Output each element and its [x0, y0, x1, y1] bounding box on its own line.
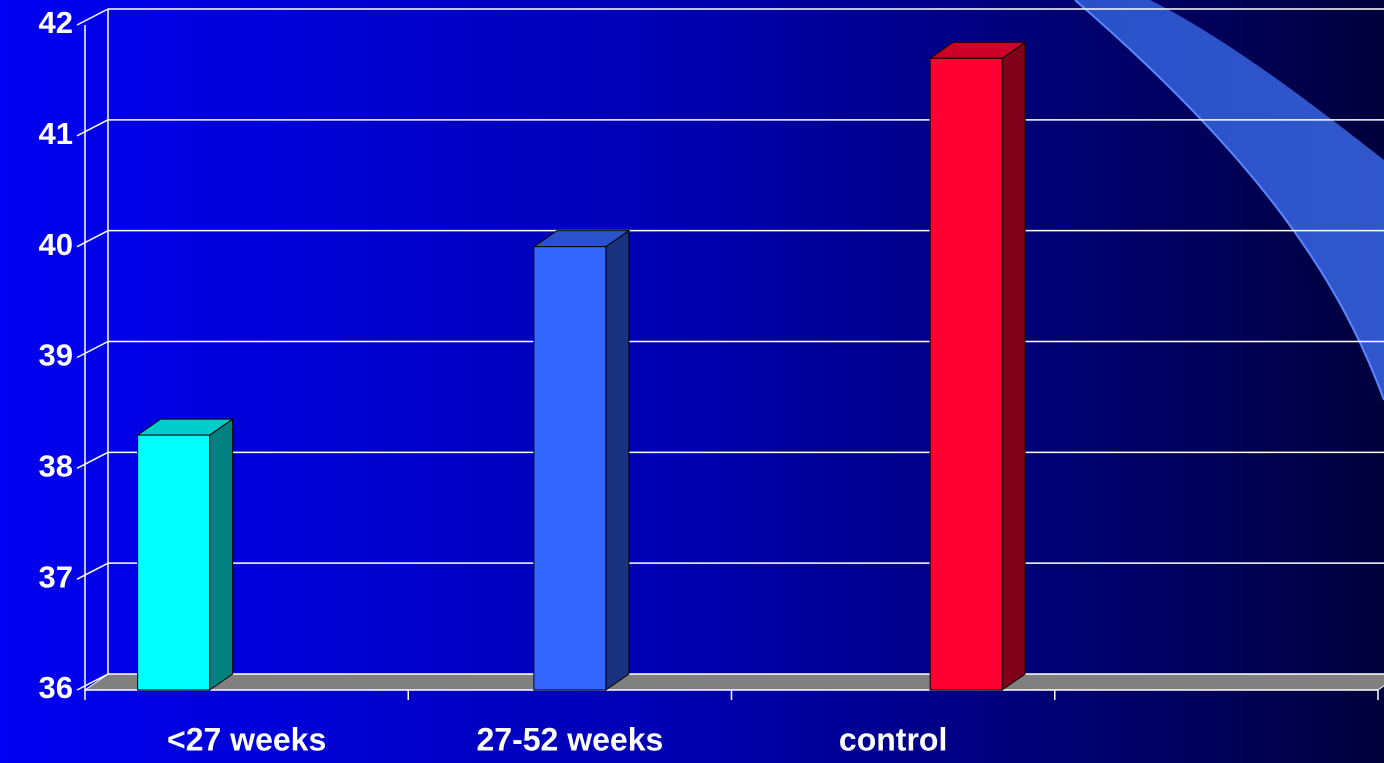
y-tick-label: 36 [39, 670, 73, 705]
x-tick-label: 27-52 weeks [476, 721, 663, 757]
tick-mark [76, 340, 109, 359]
tick-mark [76, 562, 109, 580]
tick-mark [76, 451, 109, 469]
tick-mark [76, 119, 109, 137]
y-tick-label: 41 [39, 116, 73, 151]
bar [137, 434, 211, 691]
y-tick-label: 40 [39, 227, 73, 262]
tick-mark [76, 230, 109, 248]
y-tick-label: 39 [39, 338, 73, 373]
y-tick-label: 42 [39, 5, 73, 40]
bar-side [1001, 41, 1026, 691]
decoration-edge [1074, 0, 1384, 401]
floor [83, 673, 1384, 691]
bar-side [209, 418, 234, 691]
y-tick-label: 38 [39, 449, 73, 484]
x-tick-label: control [839, 721, 947, 757]
y-tick-label: 37 [39, 559, 73, 594]
bar [533, 246, 607, 691]
bar [929, 57, 1003, 691]
tick-mark [76, 8, 109, 26]
decoration-swoosh [1075, 0, 1384, 400]
tick-mark [76, 673, 109, 691]
x-tick-label: <27 weeks [167, 721, 326, 757]
bar-side [605, 229, 630, 691]
